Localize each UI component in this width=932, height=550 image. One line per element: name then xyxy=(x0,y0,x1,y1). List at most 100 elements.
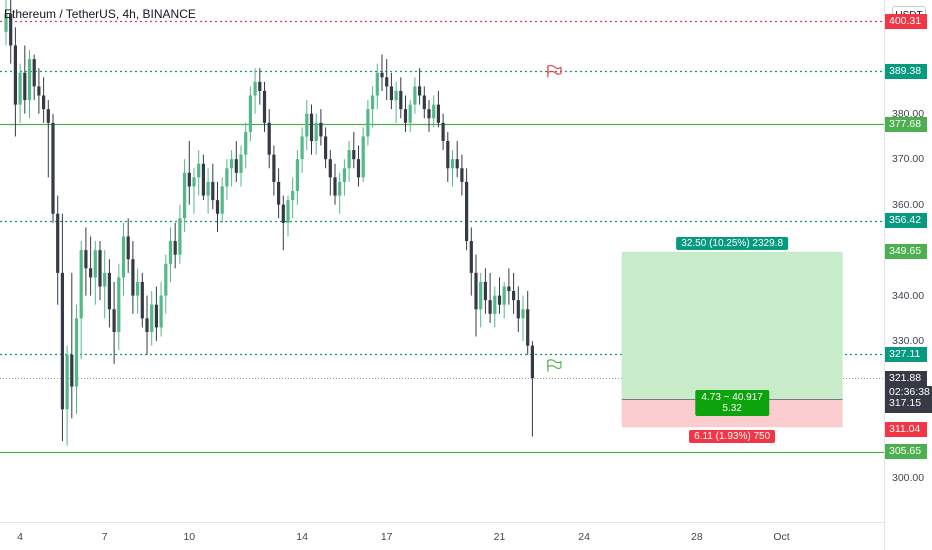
candle-body-68 xyxy=(324,136,328,160)
candle-body-35 xyxy=(168,241,173,264)
chart-title: Ethereum / TetherUS, 4h, BINANCE xyxy=(4,7,196,21)
candle-body-110 xyxy=(521,309,525,319)
candle-body-71 xyxy=(338,181,342,196)
price-tag-327.11: 327.11 xyxy=(885,346,927,362)
candle-body-67 xyxy=(319,122,323,137)
red-flag-icon[interactable] xyxy=(547,65,562,78)
candle-body-102 xyxy=(483,281,487,301)
candle-body-52 xyxy=(248,95,252,132)
candle-body-0 xyxy=(4,13,8,32)
candle-body-106 xyxy=(502,286,506,305)
flags-layer[interactable] xyxy=(547,65,562,372)
candle-body-29 xyxy=(140,281,144,319)
candle-body-49 xyxy=(234,159,238,173)
flag-cloth xyxy=(547,65,562,75)
candle-body-54 xyxy=(258,81,262,91)
candle-body-98 xyxy=(465,181,469,242)
price-tag-400.31: 400.31 xyxy=(885,13,927,29)
candle-body-27 xyxy=(131,259,135,296)
candle-body-5 xyxy=(27,59,32,101)
candle-body-40 xyxy=(192,177,196,187)
candle-body-13 xyxy=(65,354,69,410)
candle-body-17 xyxy=(84,250,88,269)
candle-body-85 xyxy=(403,109,408,123)
date-tick-Oct: Oct xyxy=(773,531,790,543)
price-tag-356.42: 356.42 xyxy=(885,213,927,229)
candle-body-64 xyxy=(305,113,309,137)
candle-body-7 xyxy=(37,86,41,96)
candle-body-60 xyxy=(286,200,290,223)
candle-body-28 xyxy=(136,281,140,296)
candle-body-91 xyxy=(432,104,436,119)
candle-body-61 xyxy=(291,191,295,201)
candle-body-56 xyxy=(267,122,271,155)
candle-body-46 xyxy=(220,186,224,214)
candle-body-96 xyxy=(455,159,459,169)
date-tick-28: 28 xyxy=(691,531,703,543)
candle-body-48 xyxy=(230,159,234,169)
countdown-price: 317.15 xyxy=(889,396,922,409)
date-tick-10: 10 xyxy=(183,531,196,543)
candle-body-90 xyxy=(427,109,431,119)
candle-body-30 xyxy=(145,318,149,332)
candle-body-26 xyxy=(126,236,130,260)
candle-body-50 xyxy=(239,154,243,173)
candle-body-59 xyxy=(281,204,285,223)
candle-body-20 xyxy=(98,250,102,287)
candle-body-9 xyxy=(46,109,50,123)
candle-body-100 xyxy=(474,272,478,310)
stop-label: 6.11 (1.93%) 750 xyxy=(689,430,776,444)
candle-body-14 xyxy=(70,354,74,387)
price-tag-305.65: 305.65 xyxy=(885,444,927,460)
levels-layer xyxy=(0,20,884,454)
candle-body-51 xyxy=(244,131,248,155)
candle-body-38 xyxy=(183,172,187,219)
candle-body-11 xyxy=(56,213,60,273)
countdown-tag: 02:36:38 317.15 xyxy=(885,385,932,413)
candle-body-94 xyxy=(446,140,450,169)
candle-body-57 xyxy=(272,154,276,182)
candle-body-65 xyxy=(309,113,314,141)
price-tag-389.38: 389.38 xyxy=(885,63,927,79)
candle-body-45 xyxy=(215,200,220,214)
candle-body-75 xyxy=(356,159,361,178)
candle-body-95 xyxy=(450,159,455,169)
last-price-tag: 321.88 xyxy=(885,370,927,386)
price-tick-330.00: 330.00 xyxy=(892,335,925,348)
candle-body-23 xyxy=(112,309,116,332)
candle-body-63 xyxy=(300,136,304,160)
candle-body-88 xyxy=(418,86,422,96)
candle-body-83 xyxy=(394,90,398,101)
price-tick-340.00: 340.00 xyxy=(892,289,925,302)
candle-body-79 xyxy=(375,72,379,96)
candle-body-18 xyxy=(89,268,93,278)
candle-body-22 xyxy=(107,272,111,310)
date-tick-17: 17 xyxy=(380,531,393,543)
candle-body-107 xyxy=(507,286,511,292)
profit-zone xyxy=(621,251,843,400)
candle-body-80 xyxy=(380,72,384,78)
price-tick-300.00: 300.00 xyxy=(892,471,925,484)
price-tick-370.00: 370.00 xyxy=(892,153,925,166)
date-tick-21: 21 xyxy=(493,531,506,543)
candle-body-92 xyxy=(436,104,440,123)
candles-layer xyxy=(4,0,534,446)
candle-body-33 xyxy=(159,295,163,328)
candle-body-53 xyxy=(253,81,257,96)
candle-body-37 xyxy=(178,218,182,255)
candle-body-82 xyxy=(389,86,393,101)
countdown-time: 02:36:38 xyxy=(889,385,930,398)
candle-body-4 xyxy=(23,72,27,101)
candle-body-16 xyxy=(79,250,83,319)
date-tick-7: 7 xyxy=(101,531,108,543)
target-label: 32.50 (10.25%) 2329.8 xyxy=(676,236,789,250)
candle-body-74 xyxy=(352,150,356,160)
candle-body-34 xyxy=(164,263,168,296)
candle-body-42 xyxy=(201,163,205,196)
price-tag-377.68: 377.68 xyxy=(885,116,927,132)
candle-body-19 xyxy=(93,250,97,278)
green-flag-icon[interactable] xyxy=(547,359,562,372)
candle-body-62 xyxy=(295,159,299,192)
date-tick-4: 4 xyxy=(17,531,24,543)
